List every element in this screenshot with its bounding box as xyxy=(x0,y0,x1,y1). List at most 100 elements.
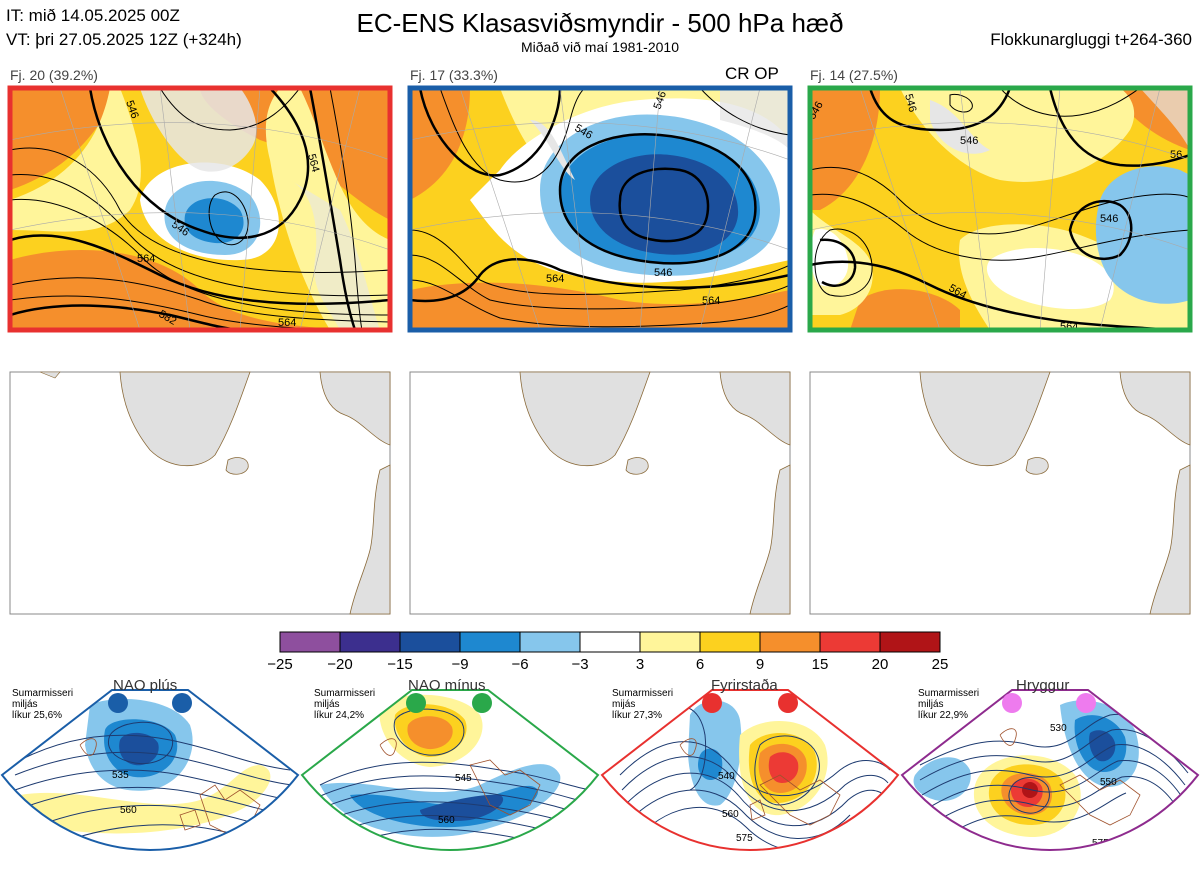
regime-3-title: Fyrirstaða xyxy=(711,677,778,694)
colorbar-swatch xyxy=(279,631,341,653)
window-label: Flokkunargluggi t+264-360 xyxy=(990,30,1192,49)
regime-1-contour-label: 535 xyxy=(112,770,129,781)
regime-4-info: Sumarmisseri miljás líkur 22,9% xyxy=(918,688,979,721)
cluster-3-contour-label: 546 xyxy=(960,135,978,147)
regime-4-marker-dot xyxy=(1076,693,1096,713)
regime-3-marker-dot xyxy=(778,693,798,713)
regime-4-map: 530 550 575 xyxy=(913,700,1191,849)
empty-map-1 xyxy=(9,371,391,615)
cluster-1-label: Fj. 20 (39.2%) xyxy=(10,67,98,83)
colorbar-tick-label: −6 xyxy=(511,656,529,673)
cluster-2-extra: CR OP xyxy=(725,64,779,83)
colorbar-swatch xyxy=(399,631,461,653)
regime-2-border xyxy=(300,689,600,851)
init-time: IT: mið 14.05.2025 00Z xyxy=(6,6,180,25)
regime-1-contour-label: 560 xyxy=(120,805,137,816)
cluster-3-contour-label: 546 xyxy=(902,93,918,114)
cluster-1-contour-label: 564 xyxy=(137,253,155,265)
colorbar-swatch xyxy=(819,631,881,653)
colorbar-swatch xyxy=(459,631,521,653)
colorbar-tick-label: 3 xyxy=(635,656,645,673)
regime-1-title: NAO plús xyxy=(113,677,178,694)
empty-map-3 xyxy=(809,371,1191,615)
cluster-2-label: Fj. 17 (33.3%) xyxy=(410,67,498,83)
colorbar-swatch xyxy=(639,631,701,653)
regime-1-marker-dot xyxy=(172,693,192,713)
regime-4-contour-label: 530 xyxy=(1050,723,1067,734)
cluster-1-map: 546 564 582 564 546 564 xyxy=(10,88,390,330)
cluster-1-border xyxy=(7,85,393,333)
regime-1-season: Sumarmisseri xyxy=(12,688,74,699)
regime-4-border xyxy=(900,689,1200,851)
cluster-2-border xyxy=(407,85,793,333)
regime-2-contour-label: 545 xyxy=(455,773,472,784)
colorbar-swatch xyxy=(879,631,941,653)
regime-2-marker-dot xyxy=(406,693,426,713)
colorbar-tick-label: 6 xyxy=(695,656,705,673)
regime-2-season: Sumarmisseri xyxy=(314,688,376,699)
regime-4-season: Sumarmisseri xyxy=(918,688,980,699)
cluster-2-map: 546 546 546 564 564 xyxy=(410,88,790,330)
regime-4-title: Hryggur xyxy=(1016,677,1070,694)
regime-2-qualifier: miljás xyxy=(314,699,340,710)
colorbar xyxy=(279,631,941,653)
colorbar-swatch xyxy=(579,631,641,653)
cluster-3-label: Fj. 14 (27.5%) xyxy=(810,67,898,83)
cluster-1-contour-label: 564 xyxy=(305,153,321,174)
colorbar-swatch xyxy=(339,631,401,653)
colorbar-tick-label: −20 xyxy=(327,656,353,673)
regime-4-contour-label: 550 xyxy=(1100,777,1117,788)
regime-maps: 535 560 545 560 575 xyxy=(0,689,1200,861)
empty-map-2 xyxy=(409,371,791,615)
cluster-2-contour-label: 564 xyxy=(546,273,564,285)
colorbar-tick-label: −3 xyxy=(571,656,589,673)
regime-2-contour-labels: 545 560 575 xyxy=(438,773,472,861)
header-times: IT: mið 14.05.2025 00Z VT: þri 27.05.202… xyxy=(6,4,242,52)
colorbar-tick-label: 25 xyxy=(931,656,949,673)
regime-2-contour-label: 560 xyxy=(438,815,455,826)
cluster-maps: 546 564 582 564 546 564 xyxy=(7,85,1193,615)
regime-1-map: 535 560 xyxy=(14,699,293,846)
cluster-3-map: 546 546 546 564 564 56 546 xyxy=(810,88,1190,333)
regime-3-contour-label: 540 xyxy=(718,771,735,782)
regime-1-border xyxy=(0,689,300,851)
cluster-1-contour-label: 564 xyxy=(278,317,296,329)
cluster-2-contour-label: 546 xyxy=(654,267,672,279)
cluster-3-contour-label: 564 xyxy=(1060,321,1078,333)
cluster-1-contour-label: 546 xyxy=(123,99,141,120)
regime-3-season: Sumarmisseri xyxy=(612,688,674,699)
empty-map-panels xyxy=(9,371,1191,615)
cluster-2-contour-label: 564 xyxy=(702,295,720,307)
regime-3-map: 540 560 575 xyxy=(619,700,891,850)
regime-3-info: Sumarmisseri mijás líkur 27,3% xyxy=(612,688,673,721)
regime-4-qualifier: miljás xyxy=(918,699,944,710)
colorbar-tick-label: 9 xyxy=(755,656,765,673)
regime-3-marker-dot xyxy=(702,693,722,713)
regime-3-contour-labels: 540 560 575 xyxy=(718,771,753,844)
regime-1-qualifier: miljás xyxy=(12,699,38,710)
colorbar-swatch xyxy=(519,631,581,653)
regime-3-contour-label: 560 xyxy=(722,809,739,820)
colorbar-tick-label: 15 xyxy=(811,656,829,673)
regime-1-contour-labels: 535 560 xyxy=(112,770,137,816)
colorbar-swatch xyxy=(759,631,821,653)
regime-3-border xyxy=(600,689,900,851)
regime-4-marker-dot xyxy=(1002,693,1022,713)
colorbar-tick-label: −15 xyxy=(387,656,413,673)
colorbar-tick-label: 20 xyxy=(871,656,889,673)
regime-2-title: NAO mínus xyxy=(408,677,486,694)
cluster-3-border xyxy=(807,85,1193,333)
colorbar-tick-label: −25 xyxy=(267,656,293,673)
page-title: EC-ENS Klasasviðsmyndir - 500 hPa hæð xyxy=(356,8,844,38)
page-subtitle: Miðað við maí 1981-2010 xyxy=(521,39,679,55)
regime-3-contour-label: 575 xyxy=(736,833,753,844)
valid-time: VT: þri 27.05.2025 12Z (+324h) xyxy=(6,30,242,49)
regime-4-likelihood: líkur 22,9% xyxy=(918,710,969,721)
regime-1-info: Sumarmisseri miljás líkur 25,6% xyxy=(12,688,73,721)
cluster-2-contour-label: 546 xyxy=(652,90,670,111)
colorbar-tick-label: −9 xyxy=(451,656,469,673)
regime-2-contour-label: 575 xyxy=(448,850,465,861)
regime-1-marker-dot xyxy=(108,693,128,713)
regime-2-marker-dot xyxy=(472,693,492,713)
regime-2-info: Sumarmisseri miljás líkur 24,2% xyxy=(314,688,375,721)
